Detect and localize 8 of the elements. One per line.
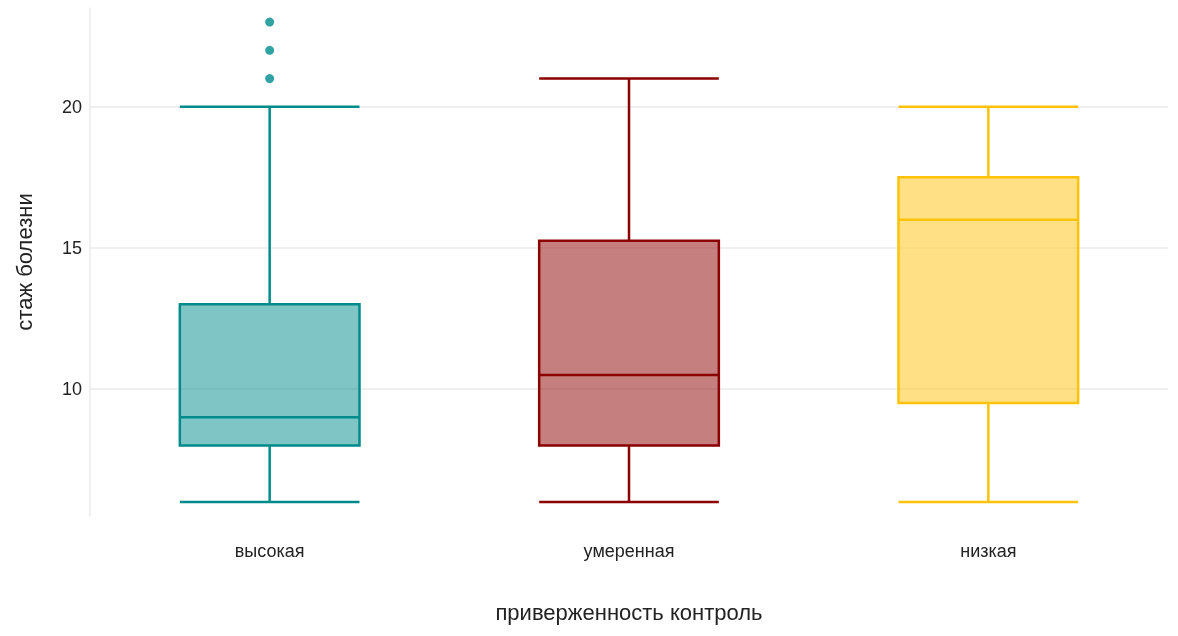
y-tick-label: 15 [61, 237, 82, 258]
x-tick-label: умеренная [583, 541, 675, 561]
x-axis-title: приверженность контроль [495, 599, 763, 625]
y-tick-label: 10 [61, 379, 82, 399]
y-axis-title: стаж болезни [11, 193, 37, 331]
x-tick-label: высокая [234, 541, 305, 561]
y-tick-label: 20 [61, 96, 82, 117]
x-tick-label: низкая [960, 541, 1017, 561]
